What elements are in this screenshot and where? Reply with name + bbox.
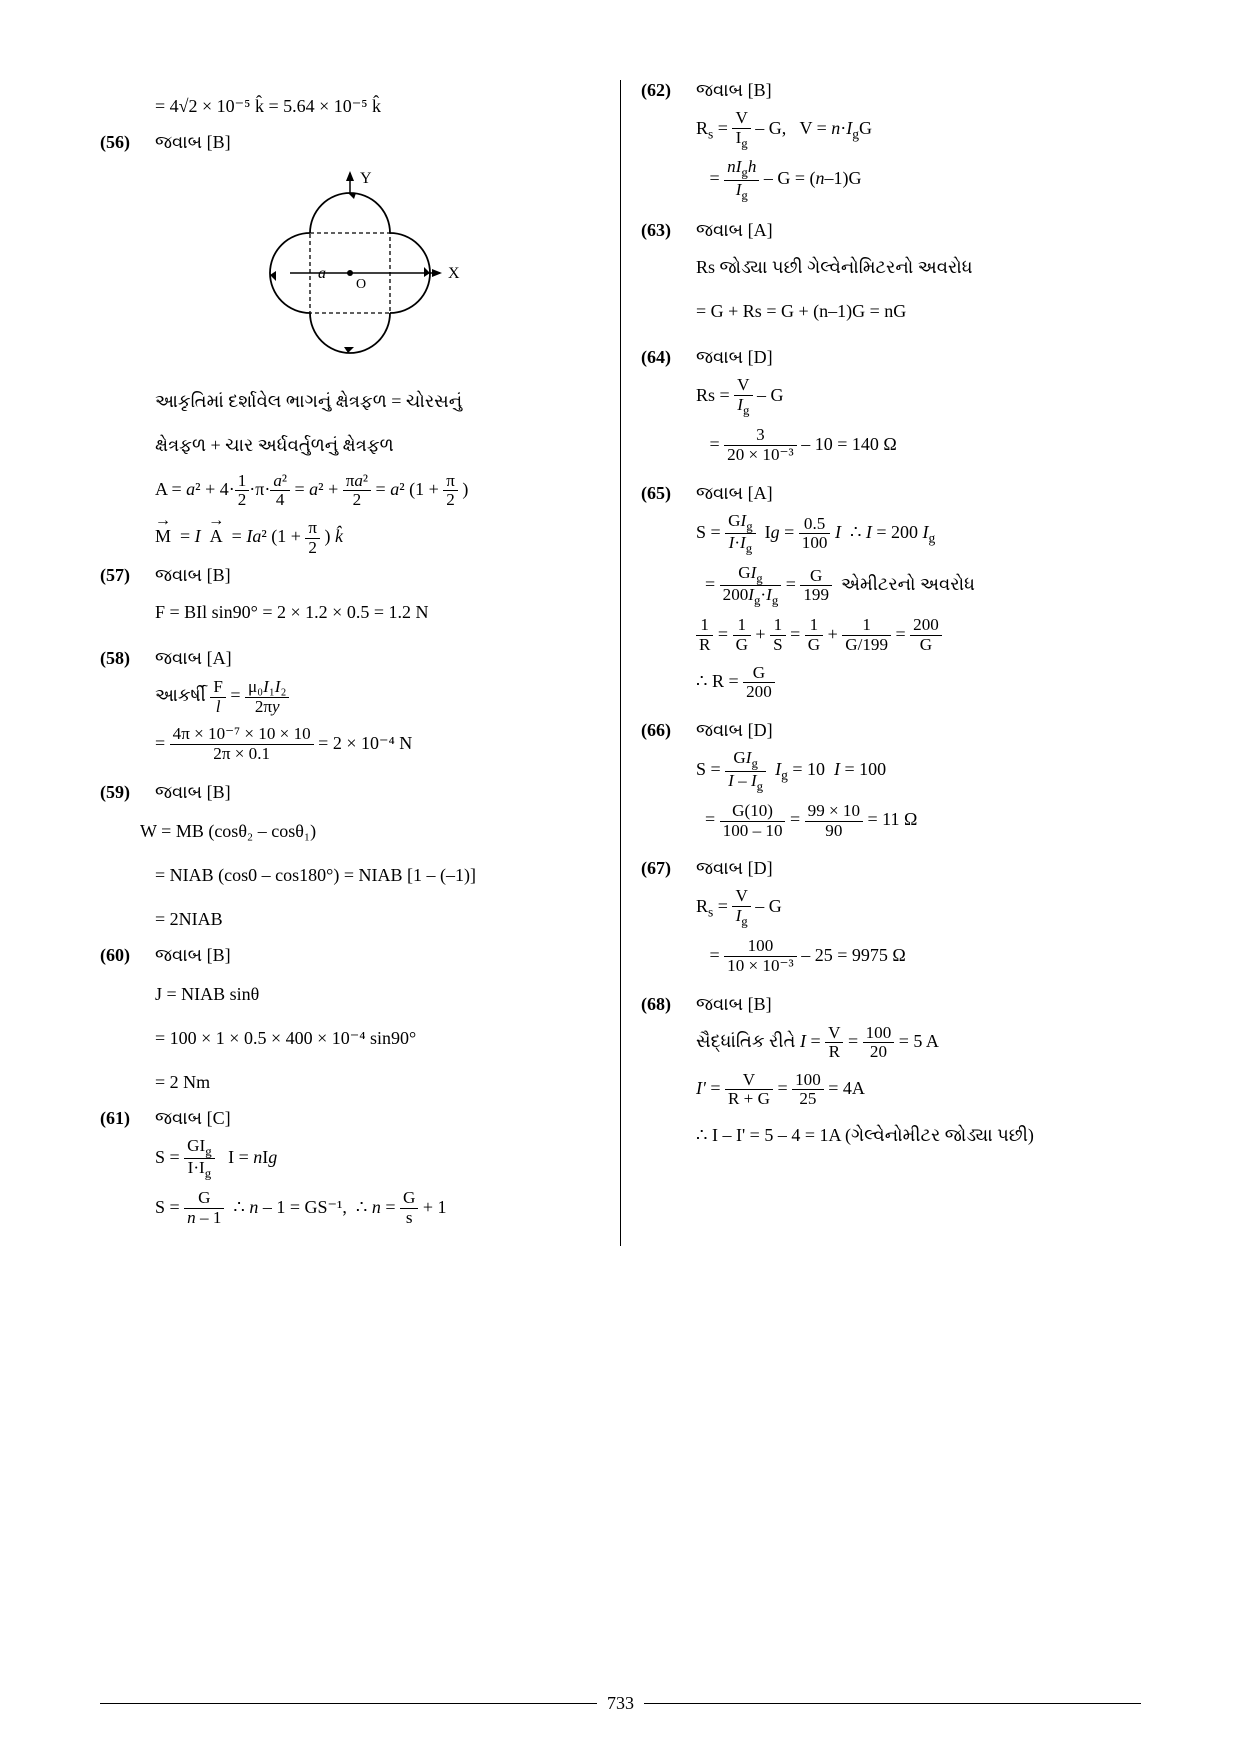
q65-num: (65): [641, 483, 696, 710]
q57-num: (57): [100, 565, 155, 638]
left-column: = 4√2 × 10⁻⁵ k̂ = 5.64 × 10⁻⁵ k̂ (56) જવ…: [100, 80, 620, 1246]
q59-l2: = NIAB (cos0 – cos180°) = NIAB [1 – (–1)…: [155, 857, 600, 893]
answer-word: જવાબ: [155, 565, 202, 585]
q61-eq2: S = Gn – 1 ∴ n – 1 = GS⁻¹, ∴ n = Gs + 1: [155, 1189, 600, 1228]
answer-word: જવાબ: [696, 994, 743, 1014]
q60-ans: [B]: [207, 945, 231, 965]
q57-ans: [B]: [207, 565, 231, 585]
q65-eq3: 1R = 1G + 1S = 1G + 1G/199 = 200G: [696, 616, 1141, 655]
pre-eq: = 4√2 × 10⁻⁵ k̂ = 5.64 × 10⁻⁵ k̂: [155, 88, 600, 124]
footer-rule-left: [100, 1703, 597, 1704]
q64-ans: [D]: [748, 347, 773, 367]
q67-eq2: = 10010 × 10⁻³ – 25 = 9975 Ω: [696, 937, 1141, 976]
page-number: 733: [607, 1693, 634, 1714]
q68: (68) જવાબ [B] સૈદ્ધાંતિક રીતે I = VR = 1…: [641, 994, 1141, 1161]
q56-ans: [B]: [207, 132, 231, 152]
q56-diagram: Y X O a: [100, 163, 600, 368]
q65-eq1: S = GIgI·Ig Ig = 0.5100 I ∴ I = 200 Ig: [696, 512, 1141, 556]
q59: (59) જવાબ [B]: [100, 782, 600, 803]
q68-ans: [B]: [748, 994, 772, 1014]
q64-eq1: Rs = VIg – G: [696, 376, 1141, 417]
q57-eq: F = BIl sin90° = 2 × 1.2 × 0.5 = 1.2 N: [155, 594, 600, 630]
q64-num: (64): [641, 347, 696, 472]
q58-eq2: = 4π × 10⁻⁷ × 10 × 102π × 0.1 = 2 × 10⁻⁴…: [155, 725, 600, 764]
q65-eq4: ∴ R = G200: [696, 663, 1141, 702]
q60: (60) જવાબ [B]: [100, 945, 600, 966]
q57: (57) જવાબ [B] F = BIl sin90° = 2 × 1.2 ×…: [100, 565, 600, 638]
right-column: (62) જવાબ [B] Rs = VIg – G, V = n·IgG = …: [620, 80, 1141, 1246]
q65-ans: [A]: [748, 483, 773, 503]
answer-word: જવાબ: [155, 648, 202, 668]
answer-word: જવાબ: [155, 945, 202, 965]
q68-l2: I' = VR + G = 10025 = 4A: [696, 1070, 1141, 1109]
diagram-a-label: a: [318, 265, 326, 282]
q67-num: (67): [641, 858, 696, 983]
q62-eq1: Rs = VIg – G, V = n·IgG: [696, 109, 1141, 150]
q68-num: (68): [641, 994, 696, 1161]
answer-word: જવાબ: [696, 483, 743, 503]
q62: (62) જવાબ [B] Rs = VIg – G, V = n·IgG = …: [641, 80, 1141, 210]
q63: (63) જવાબ [A] Rs જોડ્યા પછી ગેલ્વેનોમિટર…: [641, 220, 1141, 337]
q61-eq1: S = GIgI·Ig I = nIg: [155, 1137, 600, 1181]
answer-word: જવાબ: [696, 220, 743, 240]
q60-num: (60): [100, 945, 155, 966]
answer-word: જવાબ: [696, 80, 743, 100]
q62-eq2: = nIghIg – G = (n–1)G: [696, 158, 1141, 202]
q66-ans: [D]: [748, 720, 773, 740]
q64: (64) જવાબ [D] Rs = VIg – G = 320 × 10⁻³ …: [641, 347, 1141, 472]
q56-cap1: આકૃતિમાં દર્શાવેલ ભાગનું ક્ષેત્રફળ = ચોર…: [155, 383, 600, 419]
diagram-x-label: X: [448, 265, 460, 282]
q65: (65) જવાબ [A] S = GIgI·Ig Ig = 0.5100 I …: [641, 483, 1141, 710]
q59-l1: W = MB (cosθ₂ – cosθ₁): [140, 813, 600, 849]
q67: (67) જવાબ [D] Rs = VIg – G = 10010 × 10⁻…: [641, 858, 1141, 983]
q62-num: (62): [641, 80, 696, 210]
answer-word: જવાબ: [696, 347, 743, 367]
q56-cap2: ક્ષેત્રફળ + ચાર અર્ધવર્તુળનું ક્ષેત્રફળ: [155, 427, 600, 463]
q58: (58) જવાબ [A] આકર્ષી Fl = μ₀I₁I₂2πy = 4π…: [100, 648, 600, 771]
q66-eq2: = G(10)100 – 10 = 99 × 1090 = 11 Ω: [696, 801, 1141, 840]
q63-num: (63): [641, 220, 696, 337]
page-footer: 733: [100, 1693, 1141, 1714]
answer-word: જવાબ: [696, 720, 743, 740]
q67-ans: [D]: [748, 858, 773, 878]
q63-ans: [A]: [748, 220, 773, 240]
q68-l1: સૈદ્ધાંતિક રીતે I = VR = 10020 = 5 A: [696, 1023, 1141, 1062]
q66: (66) જવાબ [D] S = GIgI – Ig Ig = 10 I = …: [641, 720, 1141, 848]
footer-rule-right: [644, 1703, 1141, 1704]
q59-num: (59): [100, 782, 155, 803]
answer-word: જવાબ: [155, 1108, 202, 1128]
q64-eq2: = 320 × 10⁻³ – 10 = 140 Ω: [696, 426, 1141, 465]
q68-l3: ∴ I – I' = 5 – 4 = 1A (ગેલ્વેનોમીટર જોડ્…: [696, 1117, 1141, 1153]
q61-num: (61): [100, 1108, 155, 1236]
answer-word: જવાબ: [696, 858, 743, 878]
q63-l2: = G + Rs = G + (n–1)G = nG: [696, 293, 1141, 329]
q63-l1: Rs જોડ્યા પછી ગેલ્વેનોમિટરનો અવરોધ: [696, 249, 1141, 285]
q58-eq1: આકર્ષી Fl = μ₀I₁I₂2πy: [155, 677, 600, 716]
diagram-o-label: O: [356, 277, 366, 292]
q62-ans: [B]: [748, 80, 772, 100]
q58-ans: [A]: [207, 648, 232, 668]
q59-l3: = 2NIAB: [155, 901, 600, 937]
q60-l3: = 2 Nm: [155, 1064, 600, 1100]
answer-word: જવાબ: [155, 132, 202, 152]
q66-num: (66): [641, 720, 696, 848]
q56-num: (56): [100, 132, 155, 153]
answer-word: જવાબ: [155, 782, 202, 802]
q58-num: (58): [100, 648, 155, 771]
q61-ans: [C]: [207, 1108, 231, 1128]
q60-l2: = 100 × 1 × 0.5 × 400 × 10⁻⁴ sin90°: [155, 1020, 600, 1056]
q60-l1: J = NIAB sinθ: [155, 976, 600, 1012]
q56-eqM: M = I A = Ia² (1 + π2 ) k̂: [155, 518, 600, 557]
two-column-layout: = 4√2 × 10⁻⁵ k̂ = 5.64 × 10⁻⁵ k̂ (56) જવ…: [100, 80, 1141, 1246]
q66-eq1: S = GIgI – Ig Ig = 10 I = 100: [696, 749, 1141, 793]
q65-eq2: = GIg200Ig·Ig = G199 એમીટરનો અવરોધ: [696, 564, 1141, 608]
q67-eq1: Rs = VIg – G: [696, 887, 1141, 928]
q56: (56) જવાબ [B]: [100, 132, 600, 153]
q61: (61) જવાબ [C] S = GIgI·Ig I = nIg S = Gn…: [100, 1108, 600, 1236]
q59-ans: [B]: [207, 782, 231, 802]
diagram-y-label: Y: [360, 170, 372, 187]
